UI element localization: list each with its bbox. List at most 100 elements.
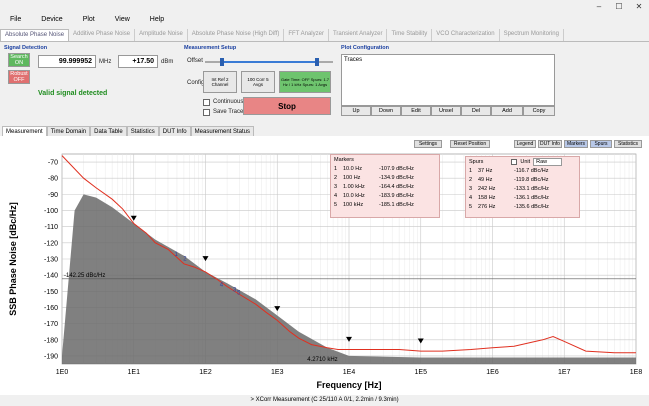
spur-value: -133.1 dBc/Hz <box>514 185 549 192</box>
spur-value: -135.6 dBc/Hz <box>514 203 549 210</box>
menu-plot[interactable]: Plot <box>82 16 95 23</box>
signal-status-text: Valid signal detected <box>38 90 108 97</box>
marker-freq: 10.0 kHz <box>343 192 365 199</box>
y-tick-label: -130 <box>44 257 58 264</box>
statistics-toggle-button[interactable]: Statistics <box>614 140 642 148</box>
continuous-label: Continuous <box>213 99 244 105</box>
spur-row: 3 242 Hz -133.1 dBc/Hz <box>466 184 579 193</box>
tab-vco-characterization[interactable]: VCO Characterization <box>432 29 500 41</box>
marker-triangle <box>130 215 137 221</box>
search-toggle-button[interactable]: Search ON <box>8 53 30 67</box>
spur-value: -136.1 dBc/Hz <box>514 194 549 201</box>
slider-handle-left[interactable] <box>220 58 224 66</box>
config-correlation-button[interactable]: 100 Corr 5 Avgs <box>241 71 275 93</box>
spur-freq: 242 Hz <box>478 185 496 192</box>
measurement-mode-tabs: Absolute Phase Noise Additive Phase Nois… <box>0 29 649 42</box>
spur-freq: 276 Hz <box>478 203 496 210</box>
status-bar: > XCorr Measurement (C 25/110 A 0/1, 2.2… <box>0 395 649 406</box>
offset-label: Offset <box>187 58 203 64</box>
config-gate-button[interactable]: Gate Time: OFF Spurs: 1.7 Hz / 1 kHz Spu… <box>279 71 331 93</box>
x-tick-label: 1E7 <box>558 369 571 376</box>
spurs-toggle-button[interactable]: Spurs <box>590 140 612 148</box>
marker-row: 5 100 kHz -185.1 dBc/Hz <box>331 200 439 209</box>
trace-down-button[interactable]: Down <box>371 106 401 116</box>
spurs-unit-select[interactable]: Raw <box>533 157 563 166</box>
trace-unselect-button[interactable]: Unsel <box>431 106 461 116</box>
slider-range <box>222 61 317 63</box>
spur-n: 1 <box>469 167 473 174</box>
slider-handle-right[interactable] <box>315 58 319 66</box>
continuous-checkbox[interactable] <box>203 99 210 106</box>
legend-toggle-button[interactable]: Legend <box>514 140 536 148</box>
y-tick-label: -140 <box>44 273 58 280</box>
marker-value: -183.9 dBc/Hz <box>379 192 414 199</box>
tab-transient-analyzer[interactable]: Transient Analyzer <box>329 29 388 41</box>
trace-up-button[interactable]: Up <box>341 106 371 116</box>
reference-line-label: -142.25 dBc/Hz <box>64 273 105 279</box>
marker-value: -164.4 dBc/Hz <box>379 183 414 190</box>
trace-copy-button[interactable]: Copy <box>523 106 555 116</box>
tab-fft-analyzer[interactable]: FFT Analyzer <box>284 29 329 41</box>
spurs-unit-checkbox[interactable] <box>511 158 518 165</box>
maximize-icon[interactable]: ☐ <box>615 1 623 11</box>
marker-n: 4 <box>334 192 338 199</box>
reset-position-button[interactable]: Reset Position <box>450 140 490 148</box>
plot-settings-button[interactable]: Settings <box>414 140 442 148</box>
spur-value: -116.7 dBc/Hz <box>514 167 549 174</box>
trace-edit-button[interactable]: Edit <box>401 106 431 116</box>
x-tick-label: 1E2 <box>199 369 212 376</box>
window-controls: – ☐ ✕ <box>589 0 649 12</box>
tab-spectrum-monitoring[interactable]: Spectrum Monitoring <box>500 29 564 41</box>
tab-data-table[interactable]: Data Table <box>90 126 127 136</box>
robust-toggle-button[interactable]: Robust OFF <box>8 70 30 84</box>
menu-view[interactable]: View <box>114 16 130 23</box>
tab-dut-info[interactable]: DUT Info <box>158 126 191 136</box>
tab-additive-phase-noise[interactable]: Additive Phase Noise <box>69 29 136 41</box>
markers-toggle-button[interactable]: Markers <box>564 140 588 148</box>
marker-triangle <box>274 306 281 312</box>
tab-measurement-status[interactable]: Measurement Status <box>190 126 254 136</box>
marker-value: -107.9 dBc/Hz <box>379 165 414 172</box>
menu-file[interactable]: File <box>10 16 22 23</box>
offset-range-slider[interactable] <box>205 58 333 66</box>
spur-freq: 49 Hz <box>478 176 493 183</box>
y-tick-label: -90 <box>48 192 58 199</box>
tab-abs-phase-noise-high-diff[interactable]: Absolute Phase Noise (High Diff) <box>188 29 285 41</box>
x-tick-label: 1E1 <box>128 369 141 376</box>
tab-time-domain[interactable]: Time Domain <box>46 126 91 136</box>
trace-add-button[interactable]: Add <box>491 106 523 116</box>
marker-row: 2 100 Hz -134.9 dBc/Hz <box>331 173 439 182</box>
markers-panel: Markers 1 10.0 Hz -107.9 dBc/Hz 2 100 Hz -134… <box>330 154 440 218</box>
save-trace-checkbox[interactable] <box>203 109 210 116</box>
spur-n: 2 <box>469 176 473 183</box>
dut-info-toggle-button[interactable]: DUT Info <box>538 140 562 148</box>
y-tick-label: -100 <box>44 208 58 215</box>
x-tick-label: 1E4 <box>343 369 356 376</box>
spur-row: 1 37 Hz -116.7 dBc/Hz <box>466 166 579 175</box>
config-reference-button[interactable]: Int Ref 2 Channel <box>203 71 237 93</box>
marker-n: 1 <box>334 165 338 172</box>
tab-amplitude-noise[interactable]: Amplitude Noise <box>135 29 188 41</box>
y-tick-label: -120 <box>44 240 58 247</box>
markers-panel-title: Markers <box>334 156 354 163</box>
tab-absolute-phase-noise[interactable]: Absolute Phase Noise <box>0 29 70 41</box>
x-tick-label: 1E5 <box>415 369 428 376</box>
y-axis-label: SSB Phase Noise [dBc/Hz] <box>8 202 18 316</box>
marker-row: 4 10.0 kHz -183.9 dBc/Hz <box>331 191 439 200</box>
y-tick-label: -160 <box>44 305 58 312</box>
menu-help[interactable]: Help <box>149 16 165 23</box>
marker-n: 5 <box>334 201 338 208</box>
y-tick-label: -180 <box>44 337 58 344</box>
traces-list[interactable]: Traces <box>341 54 555 106</box>
tab-statistics[interactable]: Statistics <box>126 126 159 136</box>
minimize-icon[interactable]: – <box>596 1 602 11</box>
y-tick-label: -110 <box>45 224 59 231</box>
marker-freq: 100 kHz <box>343 201 364 208</box>
tab-measurement[interactable]: Measurement <box>2 126 47 136</box>
close-icon[interactable]: ✕ <box>635 1 643 11</box>
trace-delete-button[interactable]: Del <box>461 106 491 116</box>
menu-device[interactable]: Device <box>41 16 63 23</box>
stop-button[interactable]: Stop <box>243 97 331 115</box>
spur-label: 4 <box>220 282 224 288</box>
tab-time-stability[interactable]: Time Stability <box>387 29 433 41</box>
